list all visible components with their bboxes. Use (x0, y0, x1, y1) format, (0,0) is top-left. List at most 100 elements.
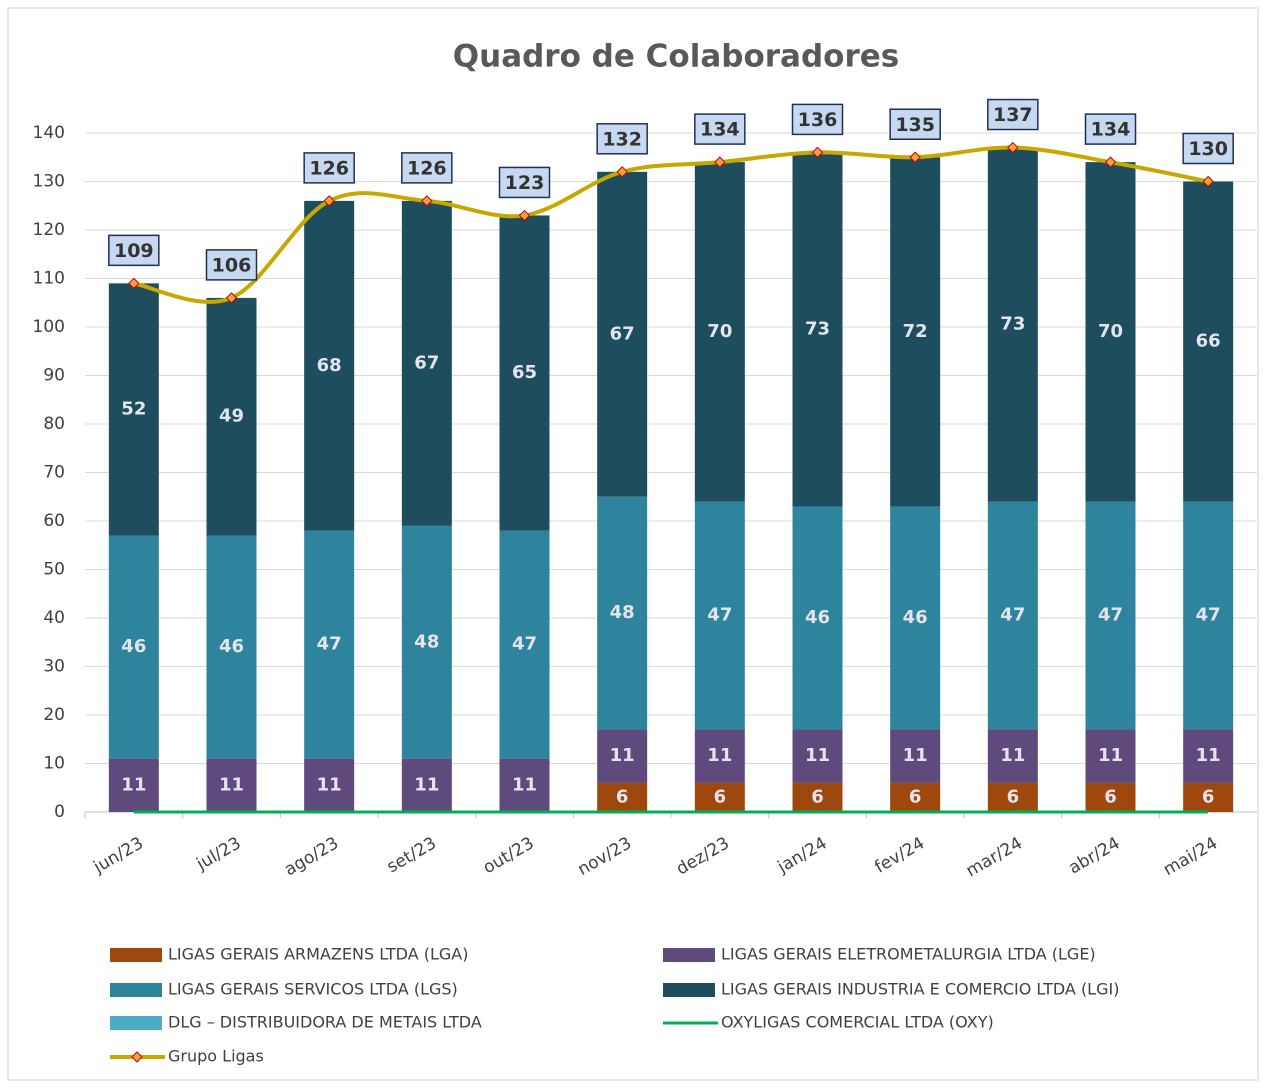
data-label: 47 (1000, 605, 1025, 626)
data-label-box (889, 108, 941, 140)
data-label: 49 (219, 406, 244, 427)
legend-label: LIGAS GERAIS INDUSTRIA E COMERCIO LTDA (… (721, 980, 1119, 999)
bar-segment (694, 729, 745, 783)
data-label: 109 (114, 240, 154, 262)
data-label: 11 (707, 745, 732, 766)
data-label: 48 (610, 602, 635, 623)
legend-swatch (663, 948, 715, 962)
data-label: 6 (909, 786, 922, 807)
data-label: 73 (805, 318, 830, 339)
y-tick-label: 130 (33, 172, 65, 192)
line-marker (616, 166, 628, 178)
data-label-box (1182, 132, 1234, 165)
data-label-box (791, 103, 844, 136)
data-label: 47 (1098, 605, 1123, 626)
line-marker (225, 292, 238, 304)
data-label: 11 (414, 774, 439, 795)
line-marker (518, 209, 531, 222)
data-label-box (694, 113, 746, 145)
data-label: 11 (903, 745, 928, 766)
legend-label: OXYLIGAS COMERCIAL LTDA (OXY) (721, 1013, 994, 1032)
line-marker (909, 151, 921, 163)
bar-segment (304, 530, 355, 759)
data-label-box (108, 234, 160, 267)
data-label-box (498, 166, 551, 199)
bar-segment (206, 297, 257, 536)
data-label: 11 (121, 774, 146, 795)
y-tick-label: 10 (43, 754, 65, 774)
data-label: 6 (616, 786, 629, 807)
line-marker (1104, 156, 1117, 168)
y-tick-label: 0 (54, 802, 65, 822)
legend-swatch (663, 983, 715, 997)
bar-segment (1183, 729, 1234, 783)
bar-segment (597, 782, 648, 812)
legend-label: LIGAS GERAIS ELETROMETALURGIA LTDA (LGE) (721, 945, 1096, 964)
bar-segment (792, 729, 843, 783)
bar-segment (792, 152, 843, 507)
data-label: 137 (993, 104, 1033, 126)
bar-segment (890, 157, 941, 507)
bar-segment (694, 501, 745, 730)
data-label-box (401, 152, 453, 184)
data-label: 68 (317, 355, 342, 376)
bar-segment (694, 782, 745, 812)
bar-segment (499, 530, 550, 759)
data-label: 134 (1091, 119, 1131, 141)
data-label: 46 (903, 607, 928, 628)
chart-title: Quadro de Colaboradores (453, 39, 899, 75)
bar-segment (499, 215, 550, 531)
data-label: 11 (1000, 745, 1025, 766)
line-marker (1007, 141, 1019, 154)
line-marker (714, 156, 726, 168)
bar-segment (792, 506, 843, 730)
data-label: 47 (512, 634, 537, 655)
data-label: 6 (1202, 786, 1215, 807)
bar-segment (1183, 181, 1234, 502)
bar-segment (890, 782, 941, 812)
bar-segment (108, 283, 159, 536)
data-label: 52 (121, 398, 146, 419)
data-label: 70 (707, 321, 732, 342)
bar-segment (890, 506, 941, 730)
data-label: 6 (1007, 786, 1020, 807)
bar-segment (1085, 782, 1136, 812)
data-label: 65 (512, 362, 537, 383)
bar-segment (108, 758, 159, 812)
y-tick-label: 110 (33, 269, 65, 289)
data-label: 11 (317, 774, 342, 795)
data-label: 6 (1104, 786, 1117, 807)
y-tick-label: 100 (33, 317, 65, 337)
data-label: 126 (309, 157, 349, 179)
legend-swatch (110, 948, 162, 962)
y-tick-label: 60 (43, 511, 65, 531)
bar-segment (108, 535, 159, 759)
legend-label: Grupo Ligas (168, 1047, 264, 1066)
bar-segment (304, 200, 355, 531)
legend-swatch (110, 983, 162, 997)
data-label: 67 (414, 352, 439, 373)
data-label-box (596, 123, 648, 155)
data-label: 70 (1098, 321, 1123, 342)
data-label-box (987, 98, 1039, 131)
legend-label: LIGAS GERAIS ARMAZENS LTDA (LGA) (168, 945, 469, 964)
bar-segment (597, 496, 648, 730)
data-label: 123 (505, 172, 545, 194)
y-tick-label: 50 (43, 560, 65, 580)
data-label: 66 (1196, 331, 1221, 352)
line-marker (811, 146, 824, 159)
bar-segment (401, 758, 452, 812)
data-label: 135 (895, 114, 935, 136)
bar-segment (499, 758, 550, 812)
data-label: 6 (714, 786, 727, 807)
data-label: 136 (798, 109, 838, 131)
data-label: 73 (1000, 314, 1025, 335)
data-label: 48 (414, 631, 439, 652)
bar-segment (206, 535, 257, 759)
data-label-box (303, 152, 355, 184)
data-label: 11 (610, 745, 635, 766)
legend-swatch (110, 1016, 162, 1030)
data-label: 11 (805, 745, 830, 766)
y-tick-label: 30 (43, 657, 65, 677)
data-label: 134 (700, 119, 740, 141)
